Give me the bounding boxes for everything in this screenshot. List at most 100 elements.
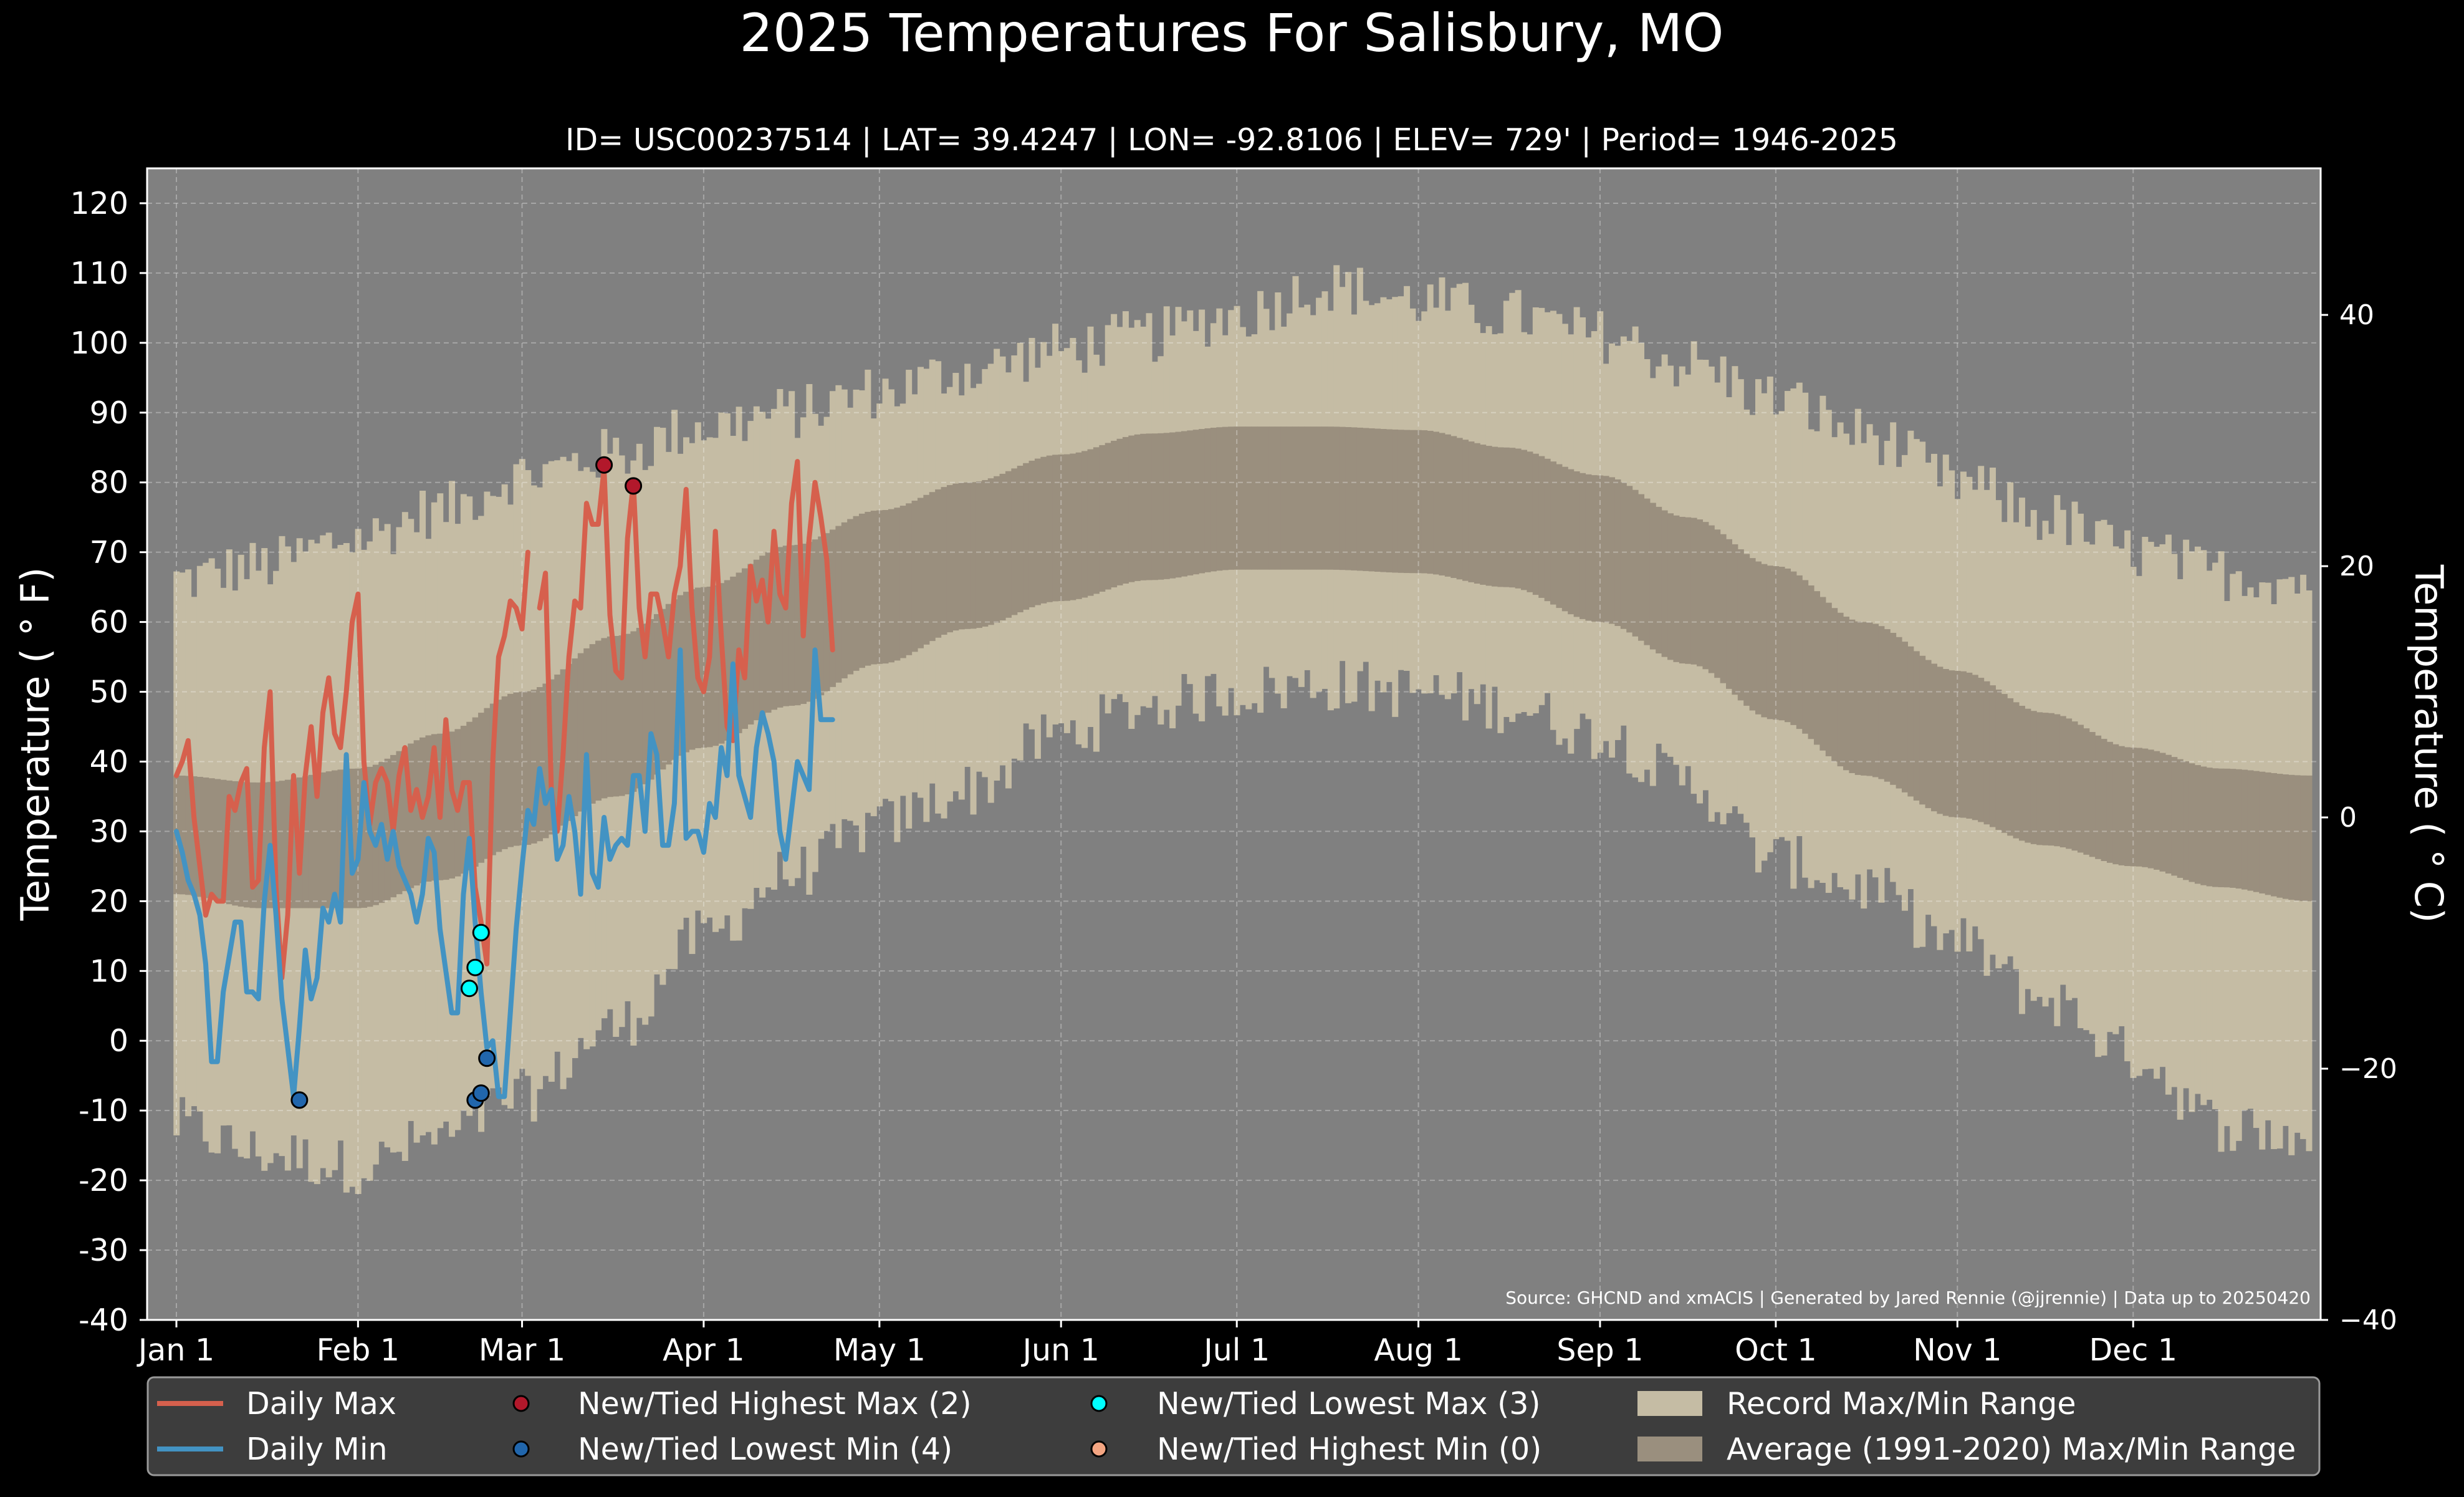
normal-range-bar xyxy=(858,513,865,668)
legend-label: New/Tied Lowest Max (3) xyxy=(1157,1386,1541,1422)
normal-range-bar xyxy=(583,648,590,807)
normal-range-bar xyxy=(472,717,479,867)
normal-range-bar xyxy=(1081,451,1088,598)
normal-range-bar xyxy=(2265,772,2271,895)
normal-range-bar xyxy=(2007,698,2014,836)
normal-range-bar xyxy=(279,781,285,908)
normal-range-bar xyxy=(2077,724,2084,853)
normal-range-bar xyxy=(1158,433,1164,580)
y-right-tick-label: 20 xyxy=(2339,551,2374,582)
legend-label: Average (1991-2020) Max/Min Range xyxy=(1727,1432,2296,1467)
normal-range-bar xyxy=(2025,708,2031,843)
normal-range-bar xyxy=(290,778,297,908)
y-tick-label: -30 xyxy=(79,1233,128,1268)
normal-range-bar xyxy=(2206,768,2213,887)
normal-range-bar xyxy=(2177,759,2184,878)
normal-range-bar xyxy=(185,776,192,895)
normal-range-bar xyxy=(659,609,666,770)
normal-range-bar xyxy=(1485,446,1492,586)
y-tick-label: 90 xyxy=(90,395,128,431)
normal-range-bar xyxy=(970,482,977,629)
normal-range-bar xyxy=(701,587,707,748)
normal-range-bar xyxy=(1861,622,1867,776)
normal-range-bar xyxy=(1632,489,1639,637)
normal-range-bar xyxy=(261,782,268,908)
normal-range-bar xyxy=(2118,746,2125,865)
legend-patch-swatch xyxy=(1637,1437,1702,1461)
normal-range-bar xyxy=(1667,513,1674,660)
normal-range-bar xyxy=(449,731,456,879)
normal-range-bar xyxy=(1679,516,1685,664)
normal-range-bar xyxy=(2147,749,2154,869)
normal-range-bar xyxy=(689,589,696,750)
normal-range-bar xyxy=(789,545,795,706)
normal-range-bar xyxy=(314,773,320,908)
normal-range-bar xyxy=(1421,430,1428,574)
normal-range-bar xyxy=(1802,580,1809,734)
normal-range-bar xyxy=(1878,626,1885,779)
normal-range-bar xyxy=(724,580,731,741)
legend-dot-swatch xyxy=(1090,1395,1108,1412)
normal-range-bar xyxy=(987,478,994,625)
normal-range-bar xyxy=(1825,602,1832,756)
normal-range-bar xyxy=(337,769,344,908)
normal-range-bar xyxy=(1690,517,1697,665)
normal-range-bar xyxy=(2154,751,2160,870)
normal-range-bar xyxy=(1163,433,1170,579)
normal-range-bar xyxy=(923,494,930,645)
normal-range-bar xyxy=(1661,510,1668,657)
normal-range-bar xyxy=(1175,431,1182,578)
normal-range-bar xyxy=(1363,428,1369,571)
legend-label: New/Tied Highest Min (0) xyxy=(1157,1432,1541,1467)
x-tick-label: Apr 1 xyxy=(663,1332,745,1368)
normal-range-bar xyxy=(1151,433,1158,580)
daily-max-line xyxy=(174,459,835,981)
legend-label: Record Max/Min Range xyxy=(1727,1386,2076,1422)
normal-range-bar xyxy=(2165,754,2172,874)
normal-range-bar xyxy=(1456,438,1463,580)
normal-range-bar xyxy=(589,644,596,804)
x-tick-label: Nov 1 xyxy=(1913,1332,2001,1368)
normal-range-bar xyxy=(1561,466,1568,612)
normal-range-bar xyxy=(1275,426,1282,570)
normal-range-bar xyxy=(1063,454,1070,601)
normal-range-bar xyxy=(1134,434,1141,581)
normal-range-bar xyxy=(572,658,578,816)
normal-range-bar xyxy=(2030,711,2037,844)
normal-range-bar xyxy=(853,516,860,671)
normal-range-bar xyxy=(1720,534,1727,683)
normal-range-bar xyxy=(1251,426,1258,570)
normal-range-bar xyxy=(1614,479,1621,627)
normal-range-bar xyxy=(2247,770,2254,891)
legend-label: New/Tied Lowest Min (4) xyxy=(578,1432,952,1467)
normal-range-bar xyxy=(1427,430,1434,574)
normal-range-bar xyxy=(1087,449,1094,596)
normal-range-bar xyxy=(595,640,602,801)
normal-range-bar xyxy=(1187,430,1194,575)
normal-range-bar xyxy=(618,635,625,796)
normal-range-bar xyxy=(1913,651,1920,801)
normal-range-bar xyxy=(601,638,608,799)
normal-range-bar xyxy=(1702,522,1709,670)
normal-range-bar xyxy=(1374,428,1381,572)
normal-range-bar xyxy=(1327,426,1334,570)
x-tick-label: Jan 1 xyxy=(137,1332,214,1368)
normal-range-bar xyxy=(2036,712,2043,845)
normal-range-bar xyxy=(1837,612,1844,767)
x-tick-label: Aug 1 xyxy=(1374,1332,1462,1368)
y-tick-label: -20 xyxy=(79,1163,128,1198)
normal-range-bar xyxy=(1784,568,1791,723)
normal-range-bar xyxy=(1568,469,1575,615)
y-right-tick-label: 0 xyxy=(2339,802,2357,834)
normal-range-bar xyxy=(730,576,737,738)
normal-range-bar xyxy=(2235,769,2242,889)
normal-range-bar xyxy=(1268,426,1275,570)
normal-range-bar xyxy=(1580,473,1586,619)
normal-range-bar xyxy=(179,776,186,895)
normal-range-bar xyxy=(1896,637,1902,789)
normal-range-bar xyxy=(917,498,924,648)
normal-range-bar xyxy=(1380,429,1387,572)
legend-label: Daily Max xyxy=(246,1386,396,1422)
normal-range-bar xyxy=(1005,471,1012,618)
